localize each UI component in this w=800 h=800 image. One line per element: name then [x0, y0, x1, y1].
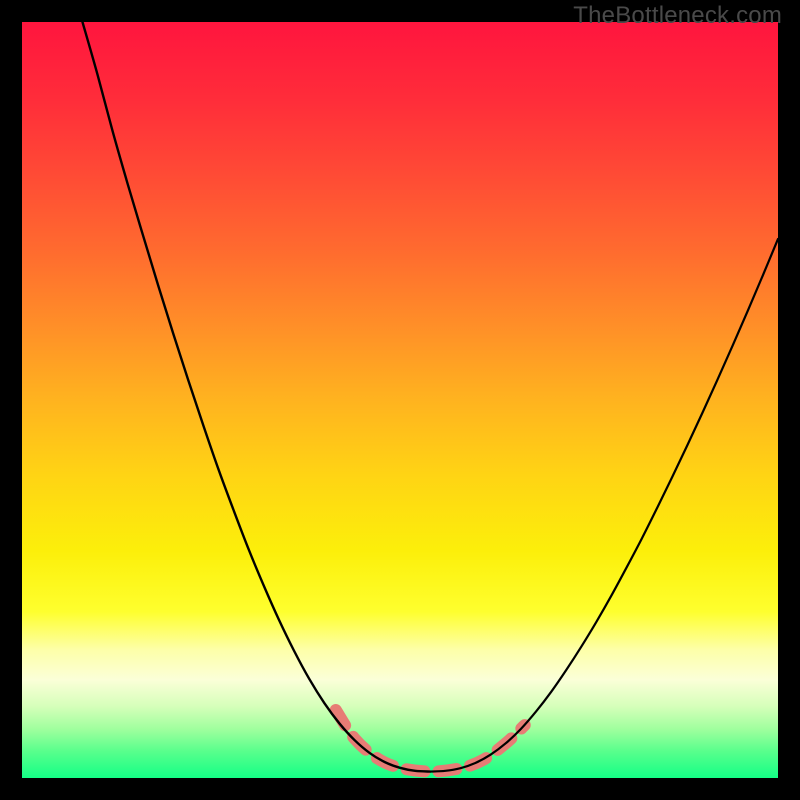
- bottleneck-curve-left: [82, 22, 430, 772]
- chart-svg: [22, 22, 778, 778]
- optimal-zone-markers: [336, 710, 525, 772]
- plot-area: [22, 22, 778, 778]
- bottleneck-curve-right: [430, 239, 778, 772]
- watermark-text: TheBottleneck.com: [573, 2, 782, 30]
- chart-frame: TheBottleneck.com: [0, 0, 800, 800]
